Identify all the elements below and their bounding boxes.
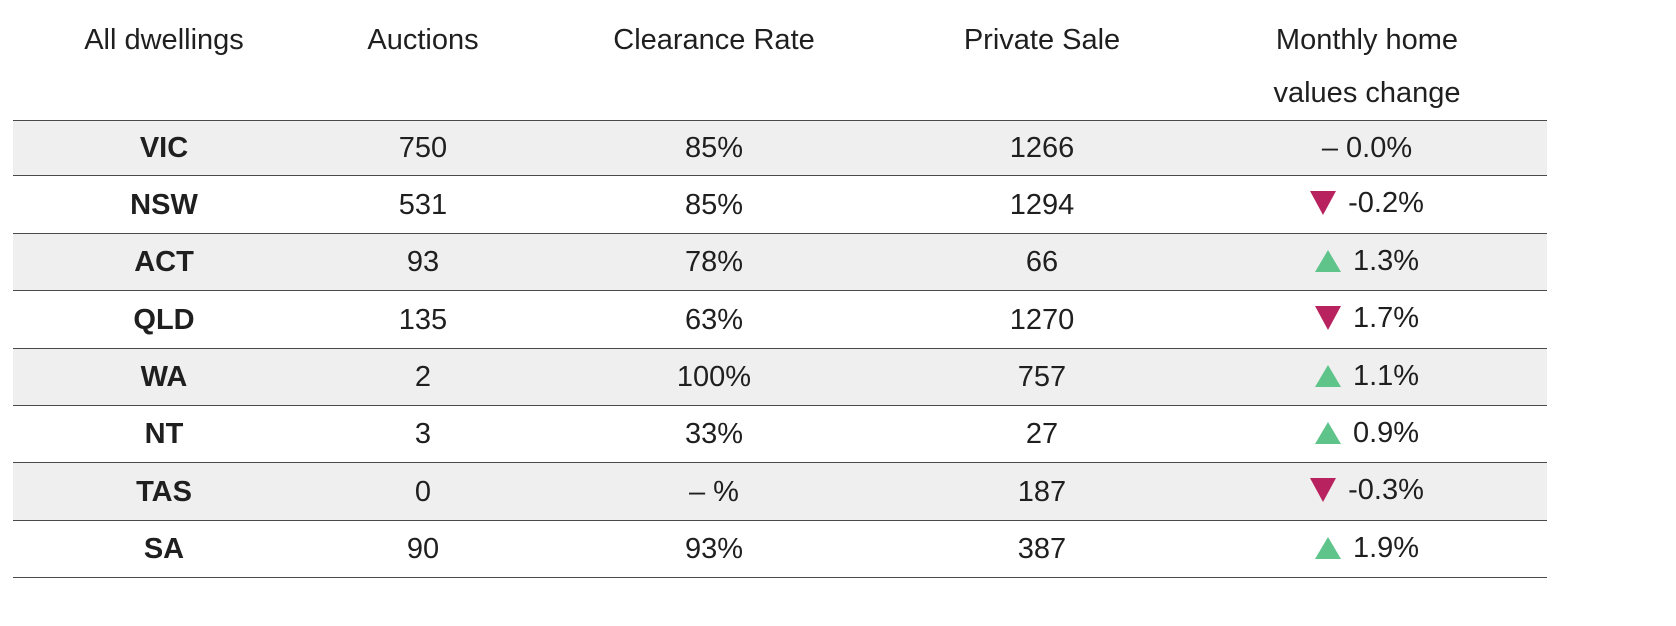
private-sale-cell: 387 <box>897 520 1187 578</box>
private-sale-cell: 27 <box>897 405 1187 463</box>
clearance-rate-cell: 85% <box>531 175 897 234</box>
auctions-cell: 2 <box>315 348 531 406</box>
private-sale-cell: 1270 <box>897 290 1187 349</box>
change-value: 1.7% <box>1352 302 1420 334</box>
change-value-wrap: 0.9% <box>1314 406 1420 460</box>
auctions-cell: 93 <box>315 233 531 291</box>
triangle-up-icon <box>1314 365 1341 387</box>
private-sale-cell: 187 <box>897 462 1187 521</box>
header-row: All dwellings Auctions Clearance Rate Pr… <box>13 14 1547 121</box>
clearance-rate-cell: – % <box>531 462 897 521</box>
header-monthly-change: Monthly home values change <box>1187 14 1547 121</box>
table-row: TAS 0– % 187 -0.3% <box>13 462 1547 521</box>
clearance-rate-cell: 100% <box>531 348 897 406</box>
clearance-rate-cell: 85% <box>531 120 897 176</box>
change-value-wrap: 1.7% <box>1314 291 1420 345</box>
triangle-down-icon <box>1314 306 1341 330</box>
monthly-change-cell: 1.7% <box>1187 290 1547 349</box>
change-value: – 0.0% <box>1321 132 1413 164</box>
change-value: -0.3% <box>1348 474 1424 506</box>
change-value: -0.2% <box>1348 187 1424 219</box>
change-value-wrap: -0.3% <box>1310 463 1424 517</box>
table-row: NT 3 33% 27 0.9% <box>13 405 1547 463</box>
triangle-down-icon <box>1310 191 1337 215</box>
auctions-cell: 90 <box>315 520 531 578</box>
change-value: 0.9% <box>1352 417 1420 449</box>
change-value-wrap: -0.2% <box>1310 176 1424 230</box>
monthly-change-cell: -0.2% <box>1187 175 1547 234</box>
state-cell: NT <box>13 405 315 463</box>
change-value-wrap: 1.9% <box>1314 521 1420 575</box>
table-row: NSW 531 85% 1294 -0.2% <box>13 175 1547 234</box>
header-monthly-change-line1: Monthly home <box>1275 24 1459 56</box>
monthly-change-cell: -0.3% <box>1187 462 1547 521</box>
triangle-up-icon <box>1314 422 1341 444</box>
clearance-rate-cell: 33% <box>531 405 897 463</box>
header-clearance-rate: Clearance Rate <box>531 14 897 121</box>
state-cell: ACT <box>13 233 315 291</box>
state-cell: WA <box>13 348 315 406</box>
change-value: 1.1% <box>1352 360 1420 392</box>
private-sale-cell: 1294 <box>897 175 1187 234</box>
table-row: SA 90 93% 387 1.9% <box>13 520 1547 578</box>
clearance-rate-cell: 93% <box>531 520 897 578</box>
header-private-sale: Private Sale <box>897 14 1187 121</box>
table-row: WA 2 100% 757 1.1% <box>13 348 1547 406</box>
private-sale-cell: 1266 <box>897 120 1187 176</box>
change-value: 1.9% <box>1352 532 1420 564</box>
change-value-wrap: 1.1% <box>1314 349 1420 403</box>
triangle-up-icon <box>1314 250 1341 272</box>
clearance-rate-cell: 78% <box>531 233 897 291</box>
monthly-change-cell: 1.3% <box>1187 233 1547 291</box>
monthly-change-cell: 1.1% <box>1187 348 1547 406</box>
auctions-cell: 3 <box>315 405 531 463</box>
private-sale-cell: 757 <box>897 348 1187 406</box>
triangle-up-icon <box>1314 537 1341 559</box>
clearance-rate-cell: 63% <box>531 290 897 349</box>
monthly-change-cell: 0.9% <box>1187 405 1547 463</box>
table-header: All dwellings Auctions Clearance Rate Pr… <box>13 14 1547 121</box>
triangle-down-icon <box>1310 478 1337 502</box>
monthly-change-cell: – 0.0% <box>1187 120 1547 176</box>
private-sale-cell: 66 <box>897 233 1187 291</box>
auctions-cell: 0 <box>315 462 531 521</box>
auctions-cell: 750 <box>315 120 531 176</box>
table-row: ACT 93 78% 66 1.3% <box>13 233 1547 291</box>
monthly-change-cell: 1.9% <box>1187 520 1547 578</box>
header-all-dwellings: All dwellings <box>13 14 315 121</box>
table-row: VIC 750 85% 1266 – 0.0% <box>13 120 1547 176</box>
table-body: VIC 750 85% 1266 – 0.0% NSW 531 85% 1294 -0.2% ACT… <box>13 120 1547 578</box>
auctions-cell: 531 <box>315 175 531 234</box>
change-value-wrap: – 0.0% <box>1322 121 1412 175</box>
change-value-wrap: 1.3% <box>1314 234 1420 288</box>
state-cell: VIC <box>13 120 315 176</box>
state-cell: TAS <box>13 462 315 521</box>
state-cell: QLD <box>13 290 315 349</box>
state-cell: NSW <box>13 175 315 234</box>
state-cell: SA <box>13 520 315 578</box>
header-monthly-change-line2: values change <box>1273 77 1461 109</box>
change-value: 1.3% <box>1352 245 1420 277</box>
header-auctions: Auctions <box>315 14 531 121</box>
table-row: QLD 135 63% 1270 1.7% <box>13 290 1547 349</box>
dwellings-table: All dwellings Auctions Clearance Rate Pr… <box>13 14 1547 578</box>
auctions-cell: 135 <box>315 290 531 349</box>
